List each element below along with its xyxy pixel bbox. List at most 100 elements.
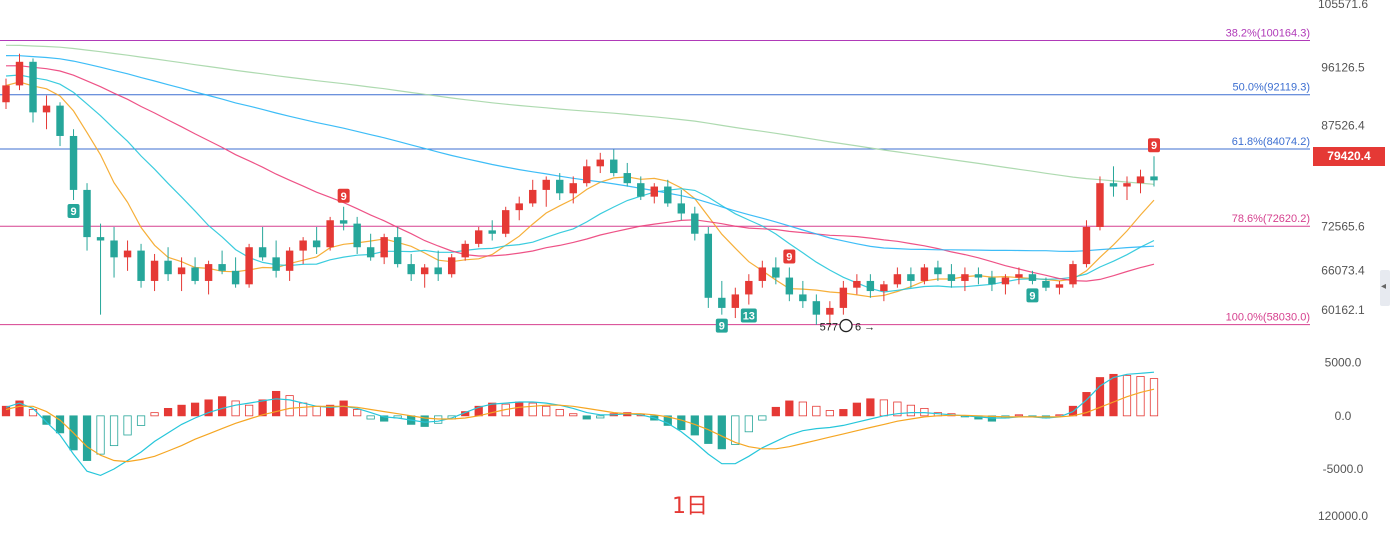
macd-histogram-bar — [758, 415, 767, 421]
td-sequential-label: 13 — [743, 311, 755, 323]
macd-histogram-bar — [488, 402, 497, 417]
candle-body — [56, 105, 64, 136]
macd-histogram-bar — [299, 402, 308, 417]
macd-dif-line — [5, 371, 1155, 477]
candle-body — [704, 233, 713, 298]
candle-body — [380, 237, 388, 258]
candle-body — [556, 179, 564, 194]
candle-body — [529, 189, 537, 204]
chevron-left-icon: ◂ — [1381, 281, 1387, 292]
candle-body — [610, 159, 618, 174]
td-sequential-marker — [337, 188, 350, 203]
macd-histogram-bar — [879, 399, 888, 417]
macd-histogram-bar — [569, 413, 578, 417]
candle-body — [596, 159, 604, 167]
candle-body — [164, 260, 172, 275]
candle-body — [407, 264, 415, 275]
candle-body — [961, 274, 969, 281]
macd-histogram-bar — [96, 415, 105, 455]
price-tick-label: 66073.4 — [1321, 263, 1365, 277]
candle-body — [853, 280, 861, 288]
td-sequential-marker — [783, 249, 796, 264]
fib-level-label: 38.2%(100164.3) — [1226, 27, 1310, 39]
macd-histogram-bar — [366, 415, 375, 420]
macd-histogram-bar — [312, 405, 321, 417]
macd-histogram-bar — [1, 405, 11, 417]
macd-histogram-bar — [866, 398, 875, 417]
candle-body — [893, 274, 902, 285]
candle-body — [502, 210, 510, 234]
candle-body — [637, 183, 645, 197]
candle-body — [826, 307, 834, 315]
macd-histogram-bar — [82, 415, 92, 461]
candle-body — [1015, 274, 1023, 278]
moving-average-line — [5, 81, 1155, 298]
candle-body — [137, 250, 145, 281]
candle-body — [434, 267, 442, 275]
macd-histogram-bar — [190, 402, 200, 417]
candle-body — [461, 243, 469, 258]
candle-body — [866, 280, 875, 292]
macd-tick-label: 5000.0 — [1325, 356, 1362, 370]
macd-histogram-bar — [177, 404, 186, 417]
td-sequential-marker — [67, 204, 80, 219]
macd-histogram-bar — [353, 409, 362, 417]
candle-body — [258, 247, 267, 258]
candle-body — [1109, 183, 1118, 187]
candle-body — [1055, 284, 1064, 288]
candle-body — [691, 213, 699, 234]
scroll-handle[interactable]: ◂ — [1380, 270, 1390, 306]
macd-histogram-bar — [1014, 414, 1024, 417]
macd-histogram-bar — [136, 415, 146, 426]
macd-histogram-bar — [15, 400, 24, 417]
candle-body — [745, 280, 753, 295]
candle-body — [569, 183, 577, 194]
candle-body — [515, 203, 523, 211]
macd-histogram-bar — [339, 400, 348, 417]
td-sequential-marker — [1026, 288, 1039, 303]
fib-level-label: 78.6%(72620.2) — [1232, 213, 1310, 225]
macd-tick-label: 120000.0 — [1318, 509, 1368, 523]
candle-body — [83, 189, 91, 238]
candle-body — [29, 61, 37, 113]
macd-histogram-bar — [217, 396, 227, 417]
candle-body — [974, 274, 983, 278]
candle-body — [1082, 226, 1091, 265]
period-label: 1日 — [672, 494, 708, 519]
candle-body — [191, 267, 199, 281]
macd-histogram-bar — [1136, 376, 1145, 417]
macd-histogram-bar — [285, 395, 294, 417]
candle-body — [947, 274, 956, 281]
candle-body — [110, 240, 118, 258]
candle-body — [204, 264, 213, 281]
candle-body — [920, 267, 929, 281]
macd-histogram-bar — [1095, 377, 1105, 417]
macd-histogram-bar — [852, 402, 861, 417]
macd-histogram-bar — [123, 415, 132, 436]
candle-body — [623, 173, 631, 184]
last-price-tag: 79420.4 — [1313, 147, 1385, 166]
macd-histogram-bar — [825, 410, 834, 417]
price-tick-label: 87526.4 — [1321, 119, 1365, 133]
candle-body — [42, 105, 51, 113]
macd-histogram-bar — [555, 409, 564, 417]
macd-tick-label: 0.0 — [1335, 409, 1352, 423]
fib-level-label: 100.0%(58030.0) — [1226, 312, 1310, 324]
candle-body — [15, 61, 24, 86]
candle-body — [231, 270, 240, 285]
moving-average-line — [5, 55, 1155, 253]
candle-body — [583, 166, 591, 184]
td-sequential-label: 9 — [786, 251, 792, 263]
macd-histogram-bar — [893, 401, 902, 417]
td-sequential-label: 9 — [719, 321, 725, 333]
candle-body — [812, 301, 821, 315]
macd-histogram-bar — [677, 415, 686, 431]
candle-body — [1042, 280, 1050, 288]
candle-body — [353, 223, 361, 248]
candle-body — [447, 257, 456, 275]
macd-histogram-bar — [717, 415, 726, 450]
fib-level-label: 50.0%(92119.3) — [1233, 82, 1310, 94]
macd-histogram-bar — [380, 415, 389, 422]
